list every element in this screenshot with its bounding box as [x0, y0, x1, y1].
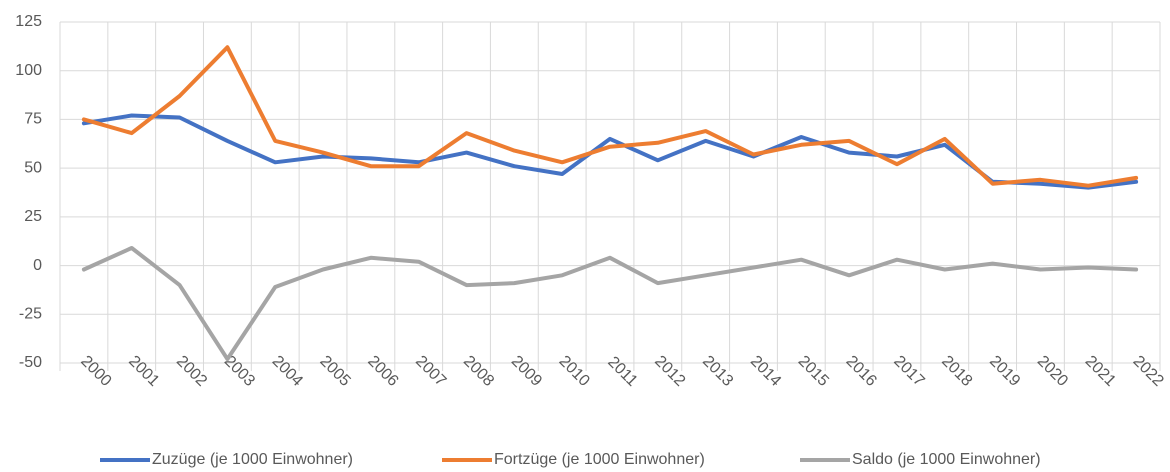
- x-tick-label: 2010: [556, 353, 593, 390]
- series-line: [81, 113, 1139, 190]
- x-tick-label: 2016: [843, 353, 880, 390]
- x-tick-label: 2011: [604, 354, 640, 390]
- x-tick-label: 2009: [508, 353, 545, 390]
- y-tick-label: 125: [15, 13, 42, 30]
- y-tick-label: -50: [19, 354, 42, 371]
- legend-label: Zuzüge (je 1000 Einwohner): [152, 451, 353, 468]
- legend-label: Fortzüge (je 1000 Einwohner): [494, 451, 705, 468]
- x-tick-label: 2021: [1082, 353, 1119, 390]
- x-tick-label: 2001: [125, 353, 162, 390]
- x-tick-label: 2022: [1129, 353, 1166, 390]
- x-tick-label: 2005: [316, 353, 353, 390]
- y-tick-label: 0: [33, 257, 42, 274]
- y-tick-label: 25: [24, 208, 42, 225]
- x-tick-label: 2017: [890, 353, 927, 390]
- x-tick-label: 2015: [795, 353, 832, 390]
- x-tick-label: 2012: [651, 353, 688, 390]
- series-line: [81, 246, 1139, 362]
- x-tick-label: 2020: [1034, 353, 1071, 390]
- y-tick-label: 75: [24, 111, 42, 128]
- x-tick-label: 2007: [412, 353, 449, 390]
- y-tick-label: -25: [19, 306, 42, 323]
- x-tick-label: 2002: [173, 353, 210, 390]
- legend-label: Saldo (je 1000 Einwohner): [852, 451, 1041, 468]
- series-line: [81, 45, 1139, 188]
- x-tick-label: 2008: [460, 353, 497, 390]
- y-tick-label: 50: [24, 159, 42, 176]
- x-tick-label: 2004: [269, 353, 306, 390]
- x-tick-label: 2018: [938, 353, 975, 390]
- y-tick-label: 100: [15, 62, 42, 79]
- x-tick-label: 2014: [747, 353, 784, 390]
- x-tick-label: 2013: [699, 353, 736, 390]
- x-tick-label: 2019: [986, 353, 1023, 390]
- x-tick-label: 2000: [77, 353, 114, 390]
- x-tick-label: 2006: [364, 353, 401, 390]
